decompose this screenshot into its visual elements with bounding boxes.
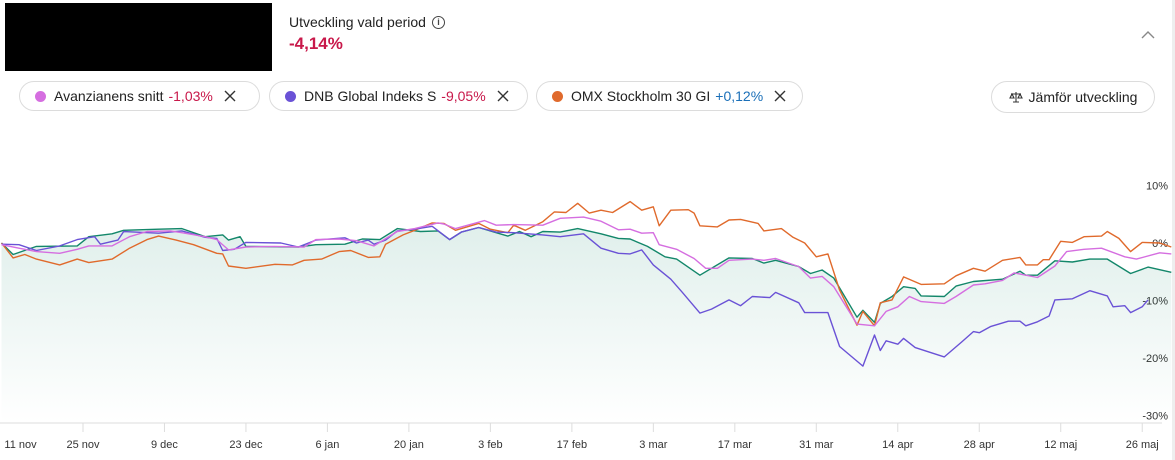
series-color-dot	[552, 90, 563, 102]
series-line-fund	[1, 226, 1172, 324]
series-color-dot	[285, 90, 296, 102]
series-line-avanzianens-snitt	[1, 216, 1172, 327]
x-tick-label: 9 dec	[151, 439, 178, 451]
series-change: -1,03%	[168, 88, 213, 104]
series-line-dnb-global-indeks-s	[1, 225, 1149, 367]
x-tick-label: 28 apr	[964, 439, 996, 451]
period-title-text: Utveckling vald period	[289, 14, 426, 30]
x-tick-label: 12 maj	[1044, 439, 1077, 451]
x-tick-label: 14 apr	[882, 439, 914, 451]
redacted-image	[5, 3, 272, 71]
x-tick-label: 25 nov	[66, 439, 100, 451]
series-chip[interactable]: OMX Stockholm 30 GI +0,12%	[536, 81, 803, 111]
series-change: -9,05%	[441, 88, 486, 104]
series-name: DNB Global Indeks S	[304, 88, 437, 104]
period-performance: -4,14%	[289, 34, 343, 53]
x-tick-label: 17 mar	[718, 439, 753, 451]
compare-button[interactable]: Jämför utveckling	[991, 81, 1155, 113]
x-tick-label: 17 feb	[557, 439, 588, 451]
series-chip[interactable]: DNB Global Indeks S -9,05%	[269, 81, 528, 111]
period-title: Utveckling vald period i	[289, 14, 445, 30]
x-tick-label: 6 jan	[315, 439, 339, 451]
series-change: +0,12%	[715, 88, 764, 104]
x-tick-label: 3 mar	[639, 439, 667, 451]
close-icon[interactable]	[496, 89, 510, 103]
compare-button-label: Jämför utveckling	[1028, 89, 1138, 105]
y-tick-label: 10%	[1146, 181, 1168, 193]
x-tick-label: 20 jan	[394, 439, 424, 451]
x-tick-label: 23 dec	[229, 439, 263, 451]
scale-icon	[1008, 92, 1023, 103]
x-tick-label: 31 mar	[799, 439, 834, 451]
series-color-dot	[35, 90, 46, 102]
x-tick-label: 3 feb	[478, 439, 502, 451]
series-name: OMX Stockholm 30 GI	[571, 88, 711, 104]
series-line-omx-stockholm-30-gi	[0, 200, 1172, 327]
info-icon[interactable]: i	[431, 15, 445, 29]
close-icon[interactable]	[223, 89, 237, 103]
series-name: Avanzianens snitt	[54, 88, 164, 104]
series-area	[1, 227, 1172, 423]
x-tick-label: 26 maj	[1126, 439, 1159, 451]
chevron-up-icon[interactable]	[1141, 28, 1155, 42]
series-chip[interactable]: Avanzianens snitt -1,03%	[19, 81, 260, 111]
close-icon[interactable]	[773, 89, 787, 103]
y-tick-label: 0%	[1152, 238, 1168, 250]
scrollbar[interactable]	[1172, 0, 1175, 460]
x-tick-label: 11 nov	[4, 439, 37, 451]
